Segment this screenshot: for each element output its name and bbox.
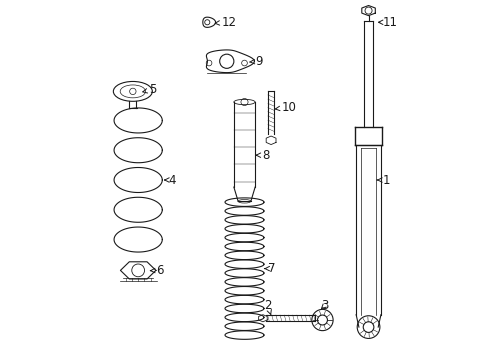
Text: 6: 6 [150,264,163,277]
Text: 3: 3 [320,299,327,312]
Text: 12: 12 [215,16,236,29]
Text: 1: 1 [376,174,389,186]
Text: 4: 4 [164,174,175,186]
Text: 5: 5 [142,83,156,96]
Text: 7: 7 [264,262,274,275]
Text: 2: 2 [264,299,271,315]
Text: 9: 9 [249,55,262,68]
Text: 11: 11 [378,16,397,29]
Text: 10: 10 [275,101,296,114]
Text: 8: 8 [256,149,269,162]
